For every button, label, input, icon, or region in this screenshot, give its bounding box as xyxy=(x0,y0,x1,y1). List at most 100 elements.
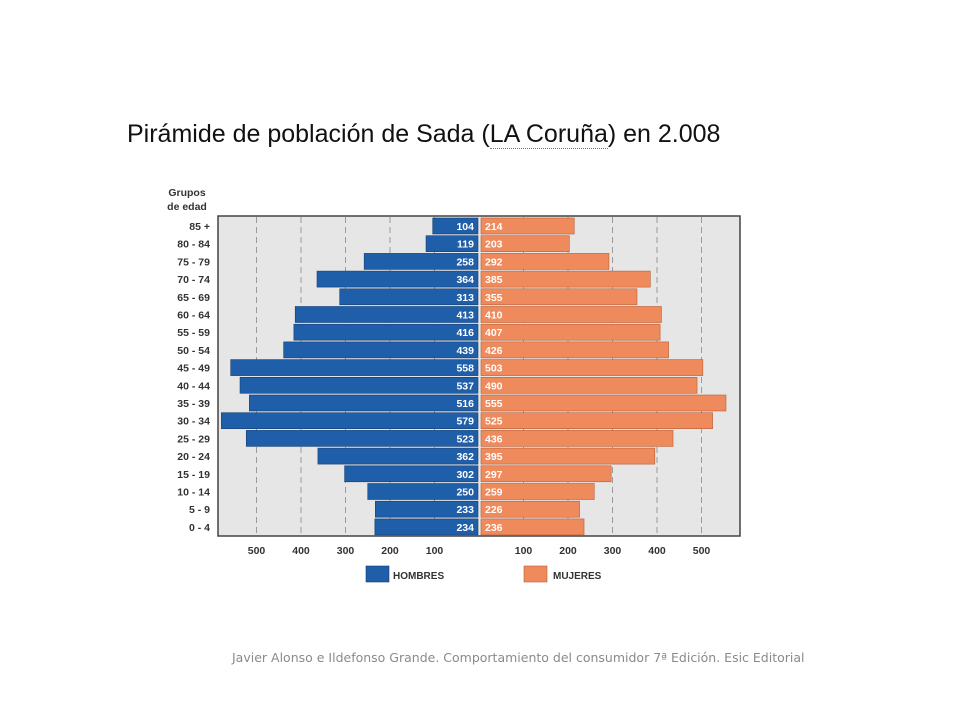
title-prefix: Pirámide de población de Sada ( xyxy=(127,120,490,148)
grid-lines xyxy=(256,217,702,536)
bar-mujeres xyxy=(480,447,656,465)
age-header-line-1: Grupos xyxy=(168,187,205,199)
value-label-mujeres: 214 xyxy=(485,221,503,233)
x-tick-label: 300 xyxy=(337,545,355,557)
age-group-label: 15 - 19 xyxy=(177,469,210,481)
plot-background xyxy=(217,215,741,537)
bar-mujeres xyxy=(480,323,661,341)
value-label-mujeres: 490 xyxy=(485,380,503,392)
x-axis-ticks: 500 500 400 400 300 300 200 200 100 100 xyxy=(248,545,711,557)
value-label-hombres: 537 xyxy=(456,380,474,392)
age-group-label: 25 - 29 xyxy=(177,433,210,445)
age-group-label: 60 - 64 xyxy=(177,310,210,322)
age-group-label: 10 - 14 xyxy=(177,487,210,499)
value-label-hombres: 413 xyxy=(456,310,474,322)
age-group-label: 5 - 9 xyxy=(189,504,210,516)
age-group-label: 45 - 49 xyxy=(177,363,210,375)
value-label-mujeres: 236 xyxy=(485,522,503,534)
value-label-mujeres: 395 xyxy=(485,451,503,463)
value-label-hombres: 258 xyxy=(456,256,474,268)
value-label-hombres: 579 xyxy=(456,416,474,428)
age-labels: 85 + 80 - 84 75 - 79 70 - 74 65 - 69 60 - 64 5… xyxy=(177,221,210,534)
x-tick-label: 200 xyxy=(381,545,399,557)
x-tick-label: 300 xyxy=(604,545,622,557)
age-group-label: 70 - 74 xyxy=(177,274,210,286)
bar-hombres xyxy=(293,323,479,341)
bar-mujeres xyxy=(480,306,662,323)
bar-hombres xyxy=(230,359,479,376)
value-label-mujeres: 297 xyxy=(485,469,503,481)
value-label-mujeres: 355 xyxy=(485,292,503,304)
bar-mujeres xyxy=(480,359,704,376)
title-suffix: ) en 2.008 xyxy=(607,120,721,148)
value-label-hombres: 104 xyxy=(456,221,474,233)
value-label-mujeres: 555 xyxy=(485,398,503,410)
bar-mujeres xyxy=(480,341,669,359)
bar-hombres xyxy=(221,412,479,430)
legend: HOMBRES MUJERES xyxy=(365,565,602,583)
bars xyxy=(221,217,727,536)
value-labels: 104 214 119 203 258 292 364 385 313 355 413 410 416 4… xyxy=(456,221,502,534)
bar-hombres xyxy=(432,217,479,235)
age-group-label: 0 - 4 xyxy=(189,522,210,534)
value-label-mujeres: 385 xyxy=(485,274,503,286)
bar-mujeres xyxy=(480,270,651,288)
age-group-label: 85 + xyxy=(189,221,210,233)
age-group-label: 80 - 84 xyxy=(177,239,210,251)
bar-mujeres xyxy=(480,253,610,270)
legend-swatch-mujeres xyxy=(523,565,548,583)
age-group-label: 30 - 34 xyxy=(177,416,210,428)
value-label-hombres: 233 xyxy=(456,504,474,516)
value-label-hombres: 119 xyxy=(457,239,474,251)
bar-hombres xyxy=(249,394,479,412)
value-label-mujeres: 203 xyxy=(485,239,503,251)
age-group-label: 35 - 39 xyxy=(177,398,210,410)
value-label-hombres: 416 xyxy=(456,327,474,339)
legend-label-hombres: HOMBRES xyxy=(393,571,444,582)
bar-hombres xyxy=(317,447,479,465)
x-tick-label: 100 xyxy=(426,545,444,557)
value-label-hombres: 362 xyxy=(456,451,474,463)
bar-hombres xyxy=(239,376,479,394)
value-label-mujeres: 503 xyxy=(485,363,503,375)
bar-hombres xyxy=(344,465,479,483)
x-tick-label: 500 xyxy=(693,545,711,557)
bar-hombres xyxy=(283,341,479,359)
value-label-hombres: 313 xyxy=(456,292,474,304)
bar-hombres xyxy=(425,235,479,252)
x-tick-label: 500 xyxy=(248,545,266,557)
legend-swatch-hombres xyxy=(365,565,390,583)
bar-mujeres xyxy=(480,217,575,235)
source-caption: Javier Alonso e Ildefonso Grande. Compor… xyxy=(232,650,805,665)
value-label-hombres: 302 xyxy=(456,469,474,481)
bar-mujeres xyxy=(480,412,713,430)
age-group-label: 75 - 79 xyxy=(177,256,210,268)
value-label-hombres: 516 xyxy=(456,398,474,410)
bar-hombres xyxy=(294,306,479,323)
x-tick-label: 100 xyxy=(515,545,533,557)
value-label-mujeres: 525 xyxy=(485,416,503,428)
age-group-label: 65 - 69 xyxy=(177,292,210,304)
bar-hombres xyxy=(367,483,479,500)
bar-mujeres xyxy=(480,430,674,447)
value-label-mujeres: 426 xyxy=(485,345,503,357)
value-label-hombres: 250 xyxy=(456,487,474,499)
bar-hombres xyxy=(363,253,479,270)
value-label-mujeres: 410 xyxy=(485,310,503,322)
age-group-label: 50 - 54 xyxy=(177,345,210,357)
value-label-hombres: 364 xyxy=(456,274,474,286)
value-label-mujeres: 407 xyxy=(485,327,503,339)
bar-mujeres xyxy=(480,235,570,252)
value-label-hombres: 234 xyxy=(456,522,474,534)
bar-hombres xyxy=(339,288,479,306)
bar-hombres xyxy=(375,500,479,518)
bar-mujeres xyxy=(480,518,585,536)
bar-hombres xyxy=(245,430,479,447)
age-group-label: 40 - 44 xyxy=(177,380,210,392)
age-header-line-2: de edad xyxy=(167,201,207,213)
value-label-mujeres: 226 xyxy=(485,504,503,516)
value-label-mujeres: 259 xyxy=(485,487,503,499)
bar-mujeres xyxy=(480,465,612,483)
value-label-hombres: 523 xyxy=(456,433,474,445)
